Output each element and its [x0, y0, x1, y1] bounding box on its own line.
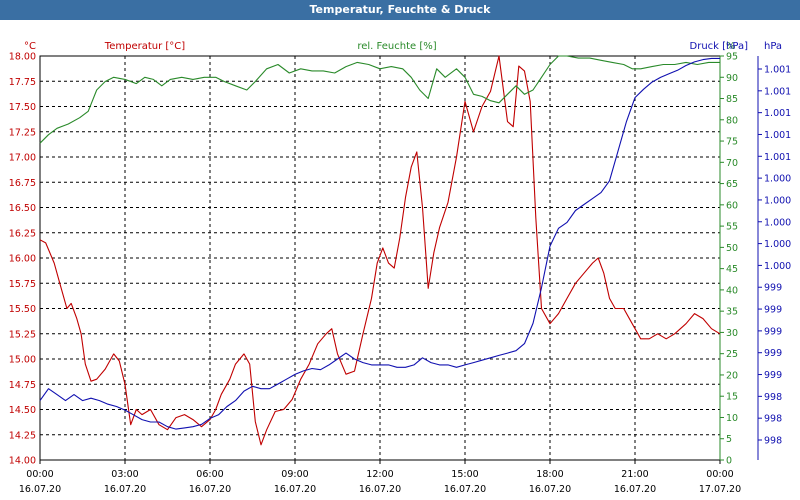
humidity-tick: 90 [726, 73, 738, 84]
humidity-tick: 60 [726, 200, 738, 211]
temperature-tick: 17.50 [9, 102, 36, 113]
humidity-tick: 75 [726, 137, 738, 148]
temperature-tick: 16.00 [9, 254, 36, 265]
pressure-tick: 1.000 [764, 261, 791, 272]
temperature-tick: 17.00 [9, 153, 36, 164]
x-tick-date: 16.07.20 [359, 484, 401, 495]
temperature-tick: 15.75 [9, 279, 36, 290]
humidity-tick: 20 [726, 370, 738, 381]
temperature-tick: 14.00 [9, 456, 36, 467]
x-tick-time: 09:00 [281, 469, 308, 480]
x-tick-date: 16.07.20 [104, 484, 146, 495]
temperature-tick: 17.25 [9, 127, 36, 138]
humidity-tick: 25 [726, 349, 738, 360]
x-tick-time: 03:00 [111, 469, 138, 480]
pressure-tick: 1.000 [764, 174, 791, 185]
temperature-unit: °C [24, 41, 36, 52]
x-tick-date: 16.07.20 [444, 484, 486, 495]
series-line-humidity [39, 55, 720, 144]
pressure-tick: 998 [764, 436, 782, 447]
x-tick-time: 12:00 [366, 469, 393, 480]
x-tick-date: 17.07.20 [699, 484, 741, 495]
humidity-tick: 50 [726, 243, 738, 254]
pressure-tick: 1.001 [764, 152, 791, 163]
humidity-tick: 40 [726, 285, 738, 296]
x-tick-date: 16.07.20 [614, 484, 656, 495]
pressure-tick: 998 [764, 392, 782, 403]
pressure-tick: 1.001 [764, 108, 791, 119]
humidity-tick: 70 [726, 158, 738, 169]
humidity-tick: 5 [726, 434, 732, 445]
humidity-tick: 35 [726, 307, 738, 318]
humidity-tick: 55 [726, 222, 738, 233]
pressure-tick: 998 [764, 414, 782, 425]
x-tick-date: 16.07.20 [189, 484, 231, 495]
grid [40, 56, 720, 460]
pressure-tick: 1.000 [764, 239, 791, 250]
series-line-temperature [39, 55, 721, 446]
humidity-axis-label: rel. Feuchte [%] [357, 41, 436, 52]
humidity-unit: % [726, 41, 736, 52]
pressure-tick: 1.001 [764, 86, 791, 97]
pressure-tick: 1.000 [764, 195, 791, 206]
humidity-tick: 30 [726, 328, 738, 339]
temperature-tick: 14.25 [9, 430, 36, 441]
pressure-unit: hPa [764, 41, 782, 52]
x-tick-date: 16.07.20 [529, 484, 571, 495]
temperature-tick: 16.50 [9, 203, 36, 214]
pressure-tick: 999 [764, 283, 782, 294]
temperature-axis-label: Temperatur [°C] [104, 41, 185, 52]
chart-area: 00:00 16.07.20 03:00 16.07.20 06:00 16.07.20 0… [9, 41, 791, 495]
humidity-tick: 45 [726, 264, 738, 275]
temperature-tick: 15.00 [9, 355, 36, 366]
temperature-tick: 14.50 [9, 405, 36, 416]
temperature-tick: 16.25 [9, 228, 36, 239]
pressure-tick: 999 [764, 326, 782, 337]
series-line-pressure [39, 57, 720, 430]
x-tick-time: 00:00 [706, 469, 733, 480]
x-tick-date: 16.07.20 [19, 484, 61, 495]
humidity-tick: 80 [726, 115, 738, 126]
humidity-tick: 65 [726, 179, 738, 190]
x-tick-time: 06:00 [196, 469, 223, 480]
temperature-tick: 15.25 [9, 329, 36, 340]
pressure-tick: 999 [764, 370, 782, 381]
temperature-tick: 16.75 [9, 178, 36, 189]
pressure-tick: 1.001 [764, 65, 791, 76]
x-tick-time: 18:00 [536, 469, 563, 480]
x-tick-time: 15:00 [451, 469, 478, 480]
humidity-tick: 85 [726, 94, 738, 105]
humidity-tick: 95 [726, 52, 738, 63]
temperature-tick: 15.50 [9, 304, 36, 315]
temperature-tick: 17.75 [9, 77, 36, 88]
x-tick-date: 16.07.20 [274, 484, 316, 495]
temperature-tick: 14.75 [9, 380, 36, 391]
series-lines [39, 55, 721, 446]
chart-title: Temperatur, Feuchte & Druck [0, 0, 800, 20]
pressure-tick: 999 [764, 305, 782, 316]
pressure-tick: 999 [764, 348, 782, 359]
axes: 00:00 16.07.20 03:00 16.07.20 06:00 16.07.20 0… [9, 41, 791, 495]
pressure-tick: 1.001 [764, 130, 791, 141]
x-tick-time: 21:00 [621, 469, 648, 480]
x-tick-time: 00:00 [26, 469, 53, 480]
pressure-axis-label: Druck [hPa] [690, 41, 749, 52]
humidity-tick: 15 [726, 392, 738, 403]
humidity-tick: 0 [726, 456, 732, 467]
temperature-tick: 18.00 [9, 52, 36, 63]
humidity-tick: 10 [726, 413, 738, 424]
pressure-tick: 1.000 [764, 217, 791, 228]
